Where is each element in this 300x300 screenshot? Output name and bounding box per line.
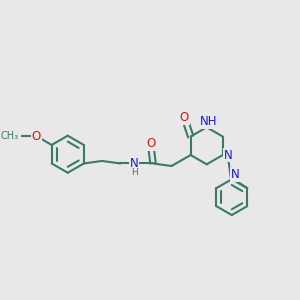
Text: N: N	[224, 148, 233, 162]
Text: O: O	[180, 111, 189, 124]
Text: O: O	[32, 130, 41, 142]
Text: N: N	[231, 168, 239, 181]
Text: O: O	[146, 137, 155, 150]
Text: N: N	[130, 157, 139, 170]
Text: H: H	[131, 168, 137, 177]
Text: CH₃: CH₃	[0, 131, 18, 141]
Text: NH: NH	[200, 115, 217, 128]
